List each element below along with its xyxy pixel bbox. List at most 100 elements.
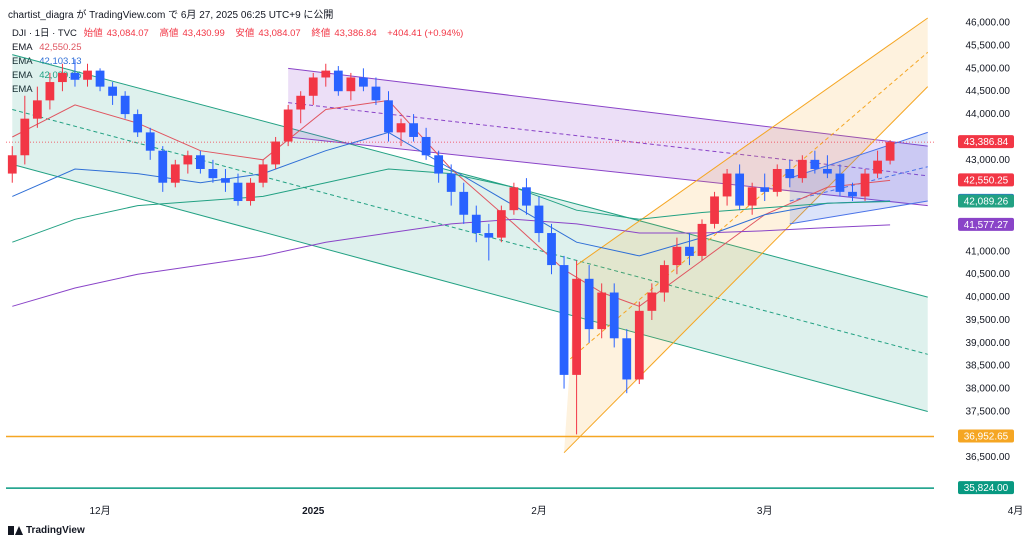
- candle-body: [145, 132, 155, 151]
- price-badge-6: [958, 481, 1014, 495]
- channel-lower-line-3: [789, 200, 928, 225]
- candle-body: [120, 95, 130, 115]
- y-tick-label: 37,500.00: [966, 406, 1011, 417]
- publisher-name[interactable]: chartist_diagra: [8, 10, 74, 21]
- brand-label: TradingView: [26, 525, 85, 536]
- candle-body: [208, 168, 218, 179]
- price-badge-label-3: 42,089.26: [964, 197, 1009, 208]
- price-badge-label-0: 43,386.84: [964, 137, 1009, 148]
- ema-label: EMA: [12, 42, 33, 53]
- tradingview-logo-icon: [8, 526, 23, 535]
- candle-body: [885, 142, 895, 161]
- candle-body: [722, 173, 732, 197]
- candle-body: [459, 191, 469, 215]
- candle-body: [333, 70, 343, 92]
- y-tick-label: 39,000.00: [966, 338, 1011, 349]
- y-tick-label: 36,500.00: [966, 452, 1011, 463]
- candle-body: [735, 173, 745, 206]
- candle-body: [484, 233, 494, 238]
- price-badge-label-4: 41,577.27: [964, 220, 1009, 231]
- candle-body: [183, 155, 193, 165]
- channel-lower-line-2: [563, 86, 929, 454]
- y-tick-label: 38,000.00: [966, 384, 1011, 395]
- candle-body: [158, 150, 168, 183]
- price-badge-label-6: 35,824.00: [964, 483, 1009, 494]
- y-tick-label: 45,000.00: [966, 63, 1011, 74]
- x-tick-label: 3月: [757, 505, 773, 517]
- candle-body: [421, 136, 431, 156]
- candle-body: [95, 70, 105, 87]
- publish-info: chartist_diagra が TradingView.com で 6月 2…: [8, 6, 333, 21]
- ema-line-0: [12, 99, 891, 307]
- candle-body: [233, 182, 243, 202]
- x-tick-label: 2025: [302, 506, 325, 517]
- candle-body: [321, 70, 331, 78]
- candle-body: [20, 118, 30, 156]
- chart-legend: DJI · 1日 · TVC 始値 43,084.07 高値 43,430.99 安…: [12, 27, 467, 97]
- candle-body: [45, 82, 55, 101]
- candle-body: [572, 278, 581, 375]
- candle-body: [258, 164, 268, 183]
- channel-upper-line-2: [576, 17, 929, 266]
- y-tick-label: 45,500.00: [966, 40, 1011, 51]
- brand: TradingView: [8, 525, 85, 536]
- ohlc-low: 安値 43,084.07: [235, 28, 301, 39]
- candle-body: [584, 278, 594, 330]
- candle-body: [597, 292, 607, 330]
- candle-body: [371, 86, 381, 101]
- channel-lower-line-0: [12, 163, 928, 412]
- channel-fill-0: [12, 54, 928, 412]
- candle-body: [835, 173, 845, 192]
- price-badge-0: [958, 135, 1014, 149]
- candle-body: [797, 159, 807, 179]
- candle-body: [434, 155, 444, 174]
- price-badge-4: [958, 217, 1014, 231]
- candle-body: [283, 109, 293, 142]
- ema-row-2[interactable]: EMA 42,103.13: [12, 55, 467, 69]
- candle-body: [70, 72, 80, 80]
- ohlc-close: 終値 43,386.84: [311, 28, 377, 39]
- candle-body: [672, 246, 682, 266]
- x-tick-label: 2月: [531, 505, 547, 517]
- candle-body: [108, 86, 117, 96]
- symbol-label[interactable]: DJI · 1日 · TVC: [12, 28, 77, 39]
- candle-body: [823, 168, 832, 174]
- candle-body: [860, 173, 870, 197]
- channel-upper-line-3: [789, 131, 928, 179]
- candle-body: [509, 187, 519, 211]
- candle-body: [346, 77, 356, 92]
- y-tick-label: 43,000.00: [966, 155, 1011, 166]
- y-tick-label: 40,500.00: [966, 269, 1011, 280]
- ema-row-1[interactable]: EMA 42,550.25: [12, 41, 467, 55]
- candle-body: [647, 292, 657, 311]
- price-badge-1: [958, 173, 1014, 187]
- candle-body: [848, 191, 857, 197]
- candle-body: [246, 182, 255, 202]
- ema-value-1: 42,550.25: [39, 42, 82, 53]
- candle-body: [873, 160, 882, 174]
- publish-note: が TradingView.com で 6月 27, 2025 06:25 UT…: [76, 10, 334, 21]
- candle-body: [296, 95, 306, 110]
- y-tick-label: 39,500.00: [966, 315, 1011, 326]
- candle-body: [522, 187, 531, 206]
- candle-body: [471, 214, 481, 234]
- ohlc-open: 始値 43,084.07: [83, 28, 149, 39]
- x-tick-label: 4月: [1008, 505, 1024, 517]
- ema-label: EMA: [12, 70, 33, 81]
- candle-body: [634, 310, 644, 380]
- ema-label: EMA: [12, 84, 33, 95]
- candle-body: [772, 168, 782, 192]
- channel-upper-line-1: [288, 67, 928, 147]
- y-tick-label: 38,500.00: [966, 361, 1011, 372]
- ema-row-4[interactable]: EMA: [12, 83, 467, 97]
- candle-body: [622, 338, 632, 380]
- candle-body: [384, 100, 393, 133]
- candle-body: [7, 155, 17, 174]
- candle-body: [83, 70, 92, 80]
- price-badge-5: [958, 429, 1014, 443]
- ohlc-change: +404.41 (+0.94%): [387, 28, 464, 39]
- y-tick-label: 46,000.00: [966, 18, 1011, 29]
- candle-body: [785, 168, 795, 179]
- candle-body: [446, 173, 456, 192]
